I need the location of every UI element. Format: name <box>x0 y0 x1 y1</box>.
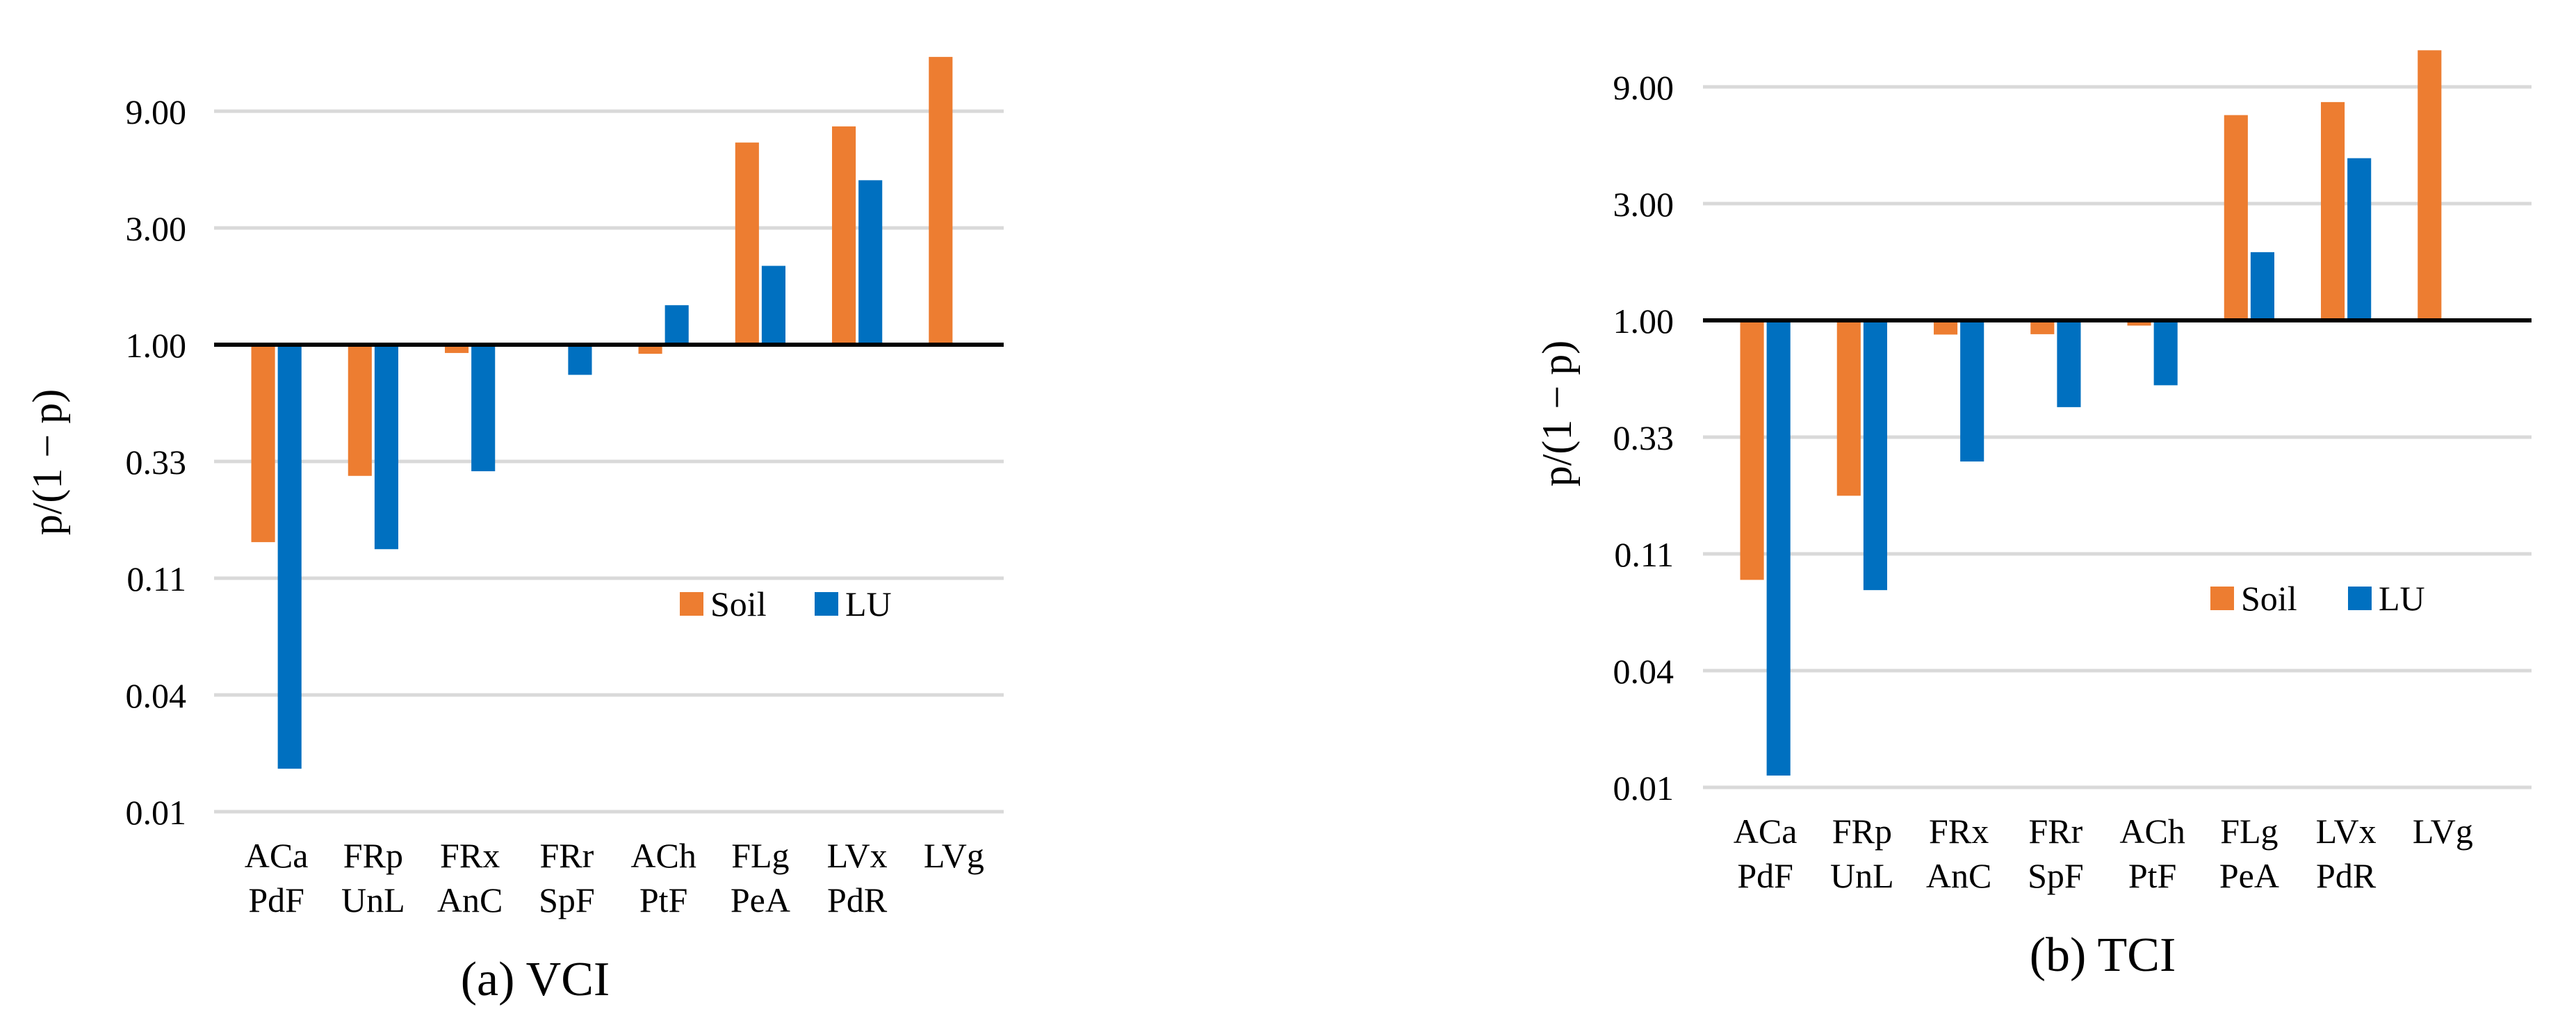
bar-soil-FRrSpF <box>2030 320 2055 334</box>
y-tick-label: 9.00 <box>126 92 187 131</box>
panel-a-gridlines <box>214 109 1004 814</box>
panel-b-gridlines <box>1703 85 2532 789</box>
panel-a-legend: Soil LU <box>680 584 892 623</box>
bar-soil-ACaPdF <box>251 345 275 543</box>
bar-lu-ACaPdF <box>1766 320 1791 776</box>
bar-lu-FRrSpF <box>2057 320 2081 407</box>
x-tick-label: SpF <box>539 881 595 919</box>
bar-lu-LVxPdR <box>2347 158 2372 320</box>
bar-lu-FLgPeA <box>761 265 785 345</box>
panel-b-chart: 0.01 0.04 0.11 0.33 1.00 3.00 9.00 ACa PdF FRp Un… <box>1534 50 2532 982</box>
panel-a-legend-soil-label: Soil <box>710 584 767 623</box>
panel-b-y-tick-labels: 0.01 0.04 0.11 0.33 1.00 3.00 9.00 <box>1613 68 1674 808</box>
x-tick-label: LVx <box>2316 812 2377 851</box>
bar-lu-AChPtF <box>2153 320 2178 386</box>
y-tick-label: 0.04 <box>1613 652 1674 691</box>
x-tick-label: PdR <box>2316 856 2377 895</box>
bar-soil-FLgPeA <box>2224 115 2248 320</box>
x-tick-label: PdF <box>248 881 304 919</box>
panel-b-y-axis-label: p/(1 − p) <box>1534 341 1580 486</box>
panel-a-legend-lu-swatch <box>815 592 838 616</box>
bar-soil-FRpUnL <box>348 345 372 476</box>
bar-lu-FRrSpF <box>568 345 592 375</box>
panel-b-bars <box>1740 50 2442 776</box>
panel-b-caption: (b) TCI <box>2030 928 2176 982</box>
y-tick-label: 0.33 <box>126 443 187 482</box>
x-tick-label: ACa <box>1734 812 1798 851</box>
panel-b-legend-soil-label: Soil <box>2241 579 2297 618</box>
x-tick-label: FRx <box>1929 812 1989 851</box>
bar-soil-AChPtF <box>638 345 662 354</box>
x-tick-label: PdF <box>1737 856 1793 895</box>
bar-soil-FRxAnC <box>445 345 469 353</box>
bar-lu-LVxPdR <box>858 180 883 345</box>
panel-b-legend-soil-swatch <box>2210 587 2234 610</box>
panel-a-y-axis-label: p/(1 − p) <box>24 389 70 535</box>
bar-lu-ACaPdF <box>277 345 302 769</box>
bar-soil-LVxPdR <box>2321 101 2345 321</box>
x-tick-label: LVx <box>827 836 888 875</box>
y-tick-label: 1.00 <box>126 326 187 365</box>
x-tick-label: UnL <box>1830 856 1894 895</box>
x-tick-label: AnC <box>437 881 503 919</box>
y-tick-label: 0.01 <box>126 793 187 832</box>
y-tick-label: 0.11 <box>1614 535 1674 574</box>
bar-lu-AChPtF <box>665 305 689 345</box>
y-tick-label: 9.00 <box>1613 68 1674 107</box>
x-tick-label: PdR <box>827 881 888 919</box>
x-tick-label: PtF <box>639 881 688 919</box>
y-tick-label: 0.04 <box>126 676 187 715</box>
panel-b-legend-lu-swatch <box>2348 587 2372 610</box>
bar-soil-LVg <box>2418 50 2442 320</box>
x-tick-label: ACa <box>245 836 309 875</box>
x-tick-label: FRr <box>2028 812 2082 851</box>
panel-a-x-tick-labels: ACa PdF FRp UnL FRx AnC FRr SpF ACh PtF FLg PeA LVx P… <box>245 836 984 919</box>
panel-b-x-tick-labels: ACa PdF FRp UnL FRx AnC FRr SpF ACh PtF FLg PeA LVx P… <box>1734 812 2473 895</box>
y-tick-label: 1.00 <box>1613 302 1674 341</box>
x-tick-label: FRx <box>440 836 500 875</box>
panel-a-chart: 0.01 0.04 0.11 0.33 1.00 3.00 9.00 ACa PdF FRp Un… <box>24 56 1004 1006</box>
bar-lu-FRxAnC <box>1960 320 1984 462</box>
x-tick-label: ACh <box>2119 812 2185 851</box>
x-tick-label: PtF <box>2128 856 2177 895</box>
x-tick-label: FRr <box>539 836 594 875</box>
x-tick-label: FRp <box>343 836 403 875</box>
y-tick-label: 0.11 <box>127 559 186 598</box>
panel-b-legend-lu-label: LU <box>2379 579 2425 618</box>
bar-soil-AChPtF <box>2127 320 2151 326</box>
bar-soil-LVxPdR <box>832 126 856 345</box>
panel-a-caption: (a) VCI <box>461 953 610 1006</box>
bar-soil-LVg <box>929 56 953 345</box>
x-tick-label: LVg <box>924 836 984 875</box>
x-tick-label: ACh <box>630 836 696 875</box>
bar-soil-FRpUnL <box>1836 320 1861 496</box>
panel-a-bars <box>251 56 953 769</box>
y-tick-label: 0.33 <box>1613 418 1674 457</box>
x-tick-label: PeA <box>2219 856 2279 895</box>
y-tick-label: 0.01 <box>1613 769 1674 808</box>
y-tick-label: 3.00 <box>126 209 187 248</box>
x-tick-label: FLg <box>2220 812 2278 851</box>
panel-a-legend-lu-label: LU <box>845 584 892 623</box>
x-tick-label: LVg <box>2413 812 2473 851</box>
bar-lu-FRxAnC <box>471 345 496 472</box>
panel-b-legend: Soil LU <box>2210 579 2425 618</box>
x-tick-label: FLg <box>731 836 789 875</box>
x-tick-label: FRp <box>1832 812 1892 851</box>
panel-a-y-tick-labels: 0.01 0.04 0.11 0.33 1.00 3.00 9.00 <box>126 92 187 832</box>
bar-lu-FLgPeA <box>2250 252 2274 320</box>
x-tick-label: UnL <box>341 881 405 919</box>
panel-a-legend-soil-swatch <box>680 592 703 616</box>
x-tick-label: SpF <box>2028 856 2084 895</box>
x-tick-label: AnC <box>1926 856 1991 895</box>
x-tick-label: PeA <box>731 881 790 919</box>
bar-lu-FRpUnL <box>1863 320 1887 591</box>
bar-soil-FLgPeA <box>735 142 759 345</box>
bar-lu-FRpUnL <box>374 345 398 550</box>
bar-soil-ACaPdF <box>1740 320 1764 580</box>
bar-soil-FRxAnC <box>1934 320 1958 335</box>
y-tick-label: 3.00 <box>1613 185 1674 224</box>
